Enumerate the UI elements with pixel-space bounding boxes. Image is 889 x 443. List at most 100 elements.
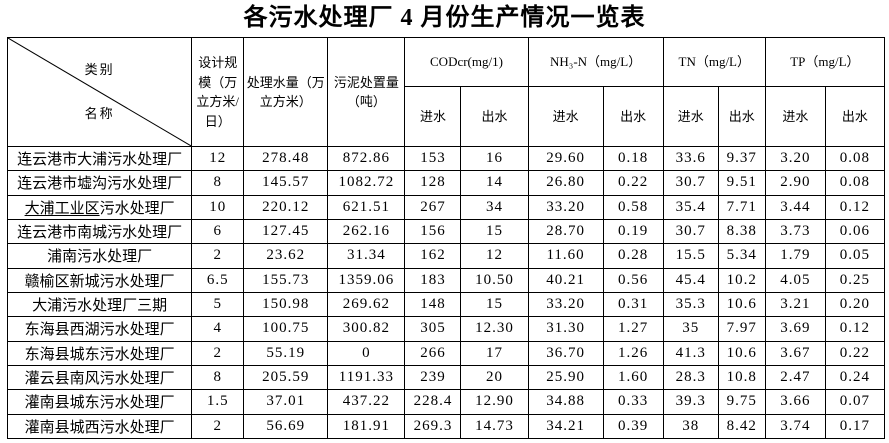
- value-cell: 10.50: [460, 267, 529, 293]
- value-cell: 9.75: [717, 389, 766, 415]
- value-cell: 0.25: [824, 267, 886, 293]
- value-cell: 262.16: [327, 218, 406, 245]
- table-row: 连云港市墟沟污水处理厂 8 145.57 1082.72 128 14 26.80 0.22 3…: [6, 170, 886, 196]
- table-row: 东海县城东污水处理厂 2 55.19 0 266 17 36.70 1.26 41.3 10.6 3…: [6, 340, 886, 366]
- plant-name-cell: 赣榆区新城污水处理厂: [6, 267, 193, 293]
- value-cell: 2: [191, 413, 245, 440]
- value-cell: 0.39: [602, 413, 664, 440]
- value-cell: 150.98: [243, 291, 329, 318]
- value-cell: 35.4: [662, 194, 719, 220]
- value-cell: 153: [404, 145, 462, 172]
- value-cell: 1191.33: [327, 364, 406, 391]
- value-cell: 31.34: [327, 243, 406, 269]
- value-cell: 7.71: [717, 194, 766, 220]
- value-cell: 12: [460, 243, 529, 269]
- value-cell: 38: [662, 413, 719, 440]
- table-row: 赣榆区新城污水处理厂 6.5 155.73 1359.06 183 10.50 40.21 0…: [6, 267, 886, 293]
- value-cell: 0.19: [602, 218, 664, 245]
- value-cell: 20: [460, 364, 529, 391]
- nh3n-inflow-header: 进水: [527, 86, 604, 147]
- value-cell: 10.2: [717, 267, 766, 293]
- value-cell: 2.90: [764, 170, 826, 196]
- value-cell: 30.7: [662, 170, 719, 196]
- table-row: 灌云县南风污水处理厂 8 205.59 1191.33 239 20 25.90 1.60 28…: [6, 364, 886, 391]
- value-cell: 25.90: [527, 364, 604, 391]
- table-row: 灌南县城西污水处理厂 2 56.69 181.91 269.3 14.73 34.21 0.3…: [6, 413, 886, 440]
- value-cell: 239: [404, 364, 462, 391]
- value-cell: 34: [460, 194, 529, 220]
- value-cell: 11.60: [527, 243, 604, 269]
- value-cell: 28.70: [527, 218, 604, 245]
- value-cell: 36.70: [527, 340, 604, 366]
- value-cell: 228.4: [404, 389, 462, 415]
- value-cell: 8.42: [717, 413, 766, 440]
- value-cell: 4: [191, 316, 245, 342]
- value-cell: 148: [404, 291, 462, 318]
- value-cell: 437.22: [327, 389, 406, 415]
- value-cell: 0.58: [602, 194, 664, 220]
- value-cell: 621.51: [327, 194, 406, 220]
- sludge-disposal-header: 污泥处置量（吨）: [327, 37, 406, 147]
- value-cell: 3.44: [764, 194, 826, 220]
- value-cell: 12.90: [460, 389, 529, 415]
- value-cell: 29.60: [527, 145, 604, 172]
- value-cell: 16: [460, 145, 529, 172]
- codcr-inflow-header: 进水: [404, 86, 462, 147]
- value-cell: 37.01: [243, 389, 329, 415]
- sub-header-row: 进水 出水 进水 出水 进水 出水 进水 出水: [8, 86, 886, 147]
- value-cell: 55.19: [243, 340, 329, 366]
- value-cell: 15: [460, 218, 529, 245]
- value-cell: 23.62: [243, 243, 329, 269]
- value-cell: 0.22: [824, 340, 886, 366]
- value-cell: 3.21: [764, 291, 826, 318]
- value-cell: 28.3: [662, 364, 719, 391]
- value-cell: 128: [404, 170, 462, 196]
- value-cell: 10: [191, 194, 245, 220]
- value-cell: 0.24: [824, 364, 886, 391]
- value-cell: 0.20: [824, 291, 886, 318]
- plant-name-cell: 大浦工业区污水处理厂: [6, 194, 193, 220]
- value-cell: 872.86: [327, 145, 406, 172]
- value-cell: 8: [191, 170, 245, 196]
- value-cell: 7.97: [717, 316, 766, 342]
- value-cell: 278.48: [243, 145, 329, 172]
- tp-outflow-header: 出水: [824, 86, 886, 147]
- value-cell: 12: [191, 145, 245, 172]
- value-cell: 8.38: [717, 218, 766, 245]
- design-scale-header: 设计规模（万立方米/日）: [191, 37, 245, 147]
- value-cell: 45.4: [662, 267, 719, 293]
- value-cell: 0.07: [824, 389, 886, 415]
- value-cell: 14: [460, 170, 529, 196]
- value-cell: 300.82: [327, 316, 406, 342]
- value-cell: 5.34: [717, 243, 766, 269]
- value-cell: 305: [404, 316, 462, 342]
- value-cell: 34.88: [527, 389, 604, 415]
- value-cell: 15.5: [662, 243, 719, 269]
- plant-name-cell: 东海县城东污水处理厂: [6, 340, 193, 366]
- value-cell: 183: [404, 267, 462, 293]
- value-cell: 3.69: [764, 316, 826, 342]
- value-cell: 3.74: [764, 413, 826, 440]
- value-cell: 155.73: [243, 267, 329, 293]
- value-cell: 266: [404, 340, 462, 366]
- value-cell: 35: [662, 316, 719, 342]
- tp-inflow-header: 进水: [764, 86, 826, 147]
- value-cell: 26.80: [527, 170, 604, 196]
- value-cell: 0.33: [602, 389, 664, 415]
- table-row: 东海县西湖污水处理厂 4 100.75 300.82 305 12.30 31.30 1.27…: [6, 316, 886, 342]
- value-cell: 2.47: [764, 364, 826, 391]
- value-cell: 0.08: [824, 170, 886, 196]
- plant-name-cell: 灌南县城东污水处理厂: [6, 389, 193, 415]
- codcr-group-header: CODcr(mg/1): [404, 37, 529, 87]
- value-cell: 8: [191, 364, 245, 391]
- value-cell: 1.27: [602, 316, 664, 342]
- value-cell: 39.3: [662, 389, 719, 415]
- group-header-row: 类别 名称 设计规模（万立方米/日） 处理水量（万立方米） 污泥处置量（吨） C…: [6, 37, 886, 147]
- value-cell: 0: [327, 340, 406, 366]
- value-cell: 33.6: [662, 145, 719, 172]
- nh3n-group-header: NH₃-N（mg/L）: [527, 37, 664, 87]
- value-cell: 9.51: [717, 170, 766, 196]
- value-cell: 3.20: [764, 145, 826, 172]
- value-cell: 56.69: [243, 413, 329, 440]
- treated-water-header: 处理水量（万立方米）: [243, 37, 329, 147]
